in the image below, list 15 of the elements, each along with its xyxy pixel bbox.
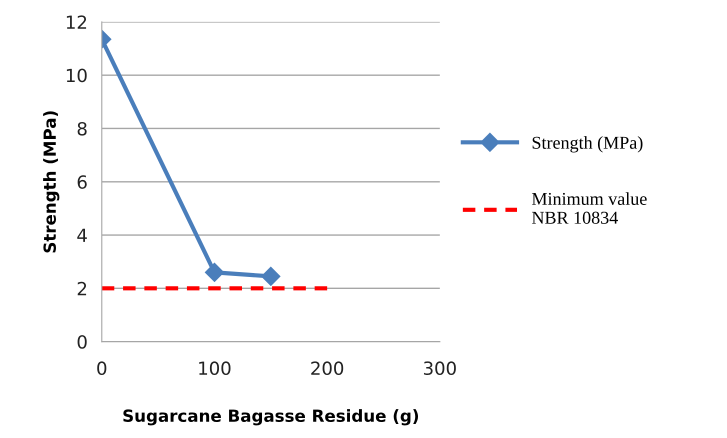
x-tick-label: 300: [424, 361, 456, 376]
y-tick-label: 4: [77, 228, 87, 242]
legend-label: Strength (MPa): [532, 136, 642, 153]
y-tick-label: 6: [78, 175, 87, 189]
x-tick-label: 100: [199, 361, 230, 376]
y-tick-label: 8: [78, 122, 87, 136]
y-tick-label: 0: [78, 335, 87, 349]
y-tick-label: 12: [66, 15, 86, 29]
y-tick-label: 10: [66, 68, 87, 82]
legend-label: Minimum value NBR 10834: [532, 192, 647, 224]
x-tick-label: 200: [311, 361, 344, 376]
y-tick-label: 2: [78, 282, 86, 296]
x-axis-title: Sugarcane Bagasse Residue (g): [123, 409, 418, 426]
x-tick-label: 0: [97, 361, 106, 376]
y-axis-title: Strength (MPa): [43, 111, 60, 252]
